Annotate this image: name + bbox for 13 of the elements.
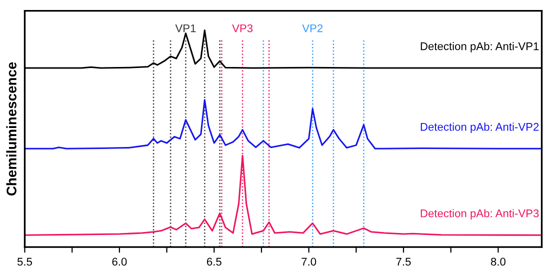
x-tick-label: 6.0 xyxy=(112,258,127,266)
series-label: Detection pAb: Anti-VP3 xyxy=(420,209,539,220)
x-tick-label: 8.0 xyxy=(490,258,506,266)
y-axis-title: Chemiluminescence xyxy=(6,62,16,196)
x-tick-label: 7.0 xyxy=(302,258,316,266)
series-label: Detection pAb: Anti-VP1 xyxy=(420,42,539,52)
x-tick-label: 6.5 xyxy=(206,258,222,266)
x-tick-label: 7.5 xyxy=(396,258,411,266)
ref-line-label: VP1 xyxy=(175,24,196,32)
ref-line-label: VP2 xyxy=(302,24,323,32)
ref-line-label: VP3 xyxy=(232,24,253,32)
series-label: Detection pAb: Anti-VP2 xyxy=(420,122,539,133)
x-tick-label: 5.5 xyxy=(17,258,32,266)
